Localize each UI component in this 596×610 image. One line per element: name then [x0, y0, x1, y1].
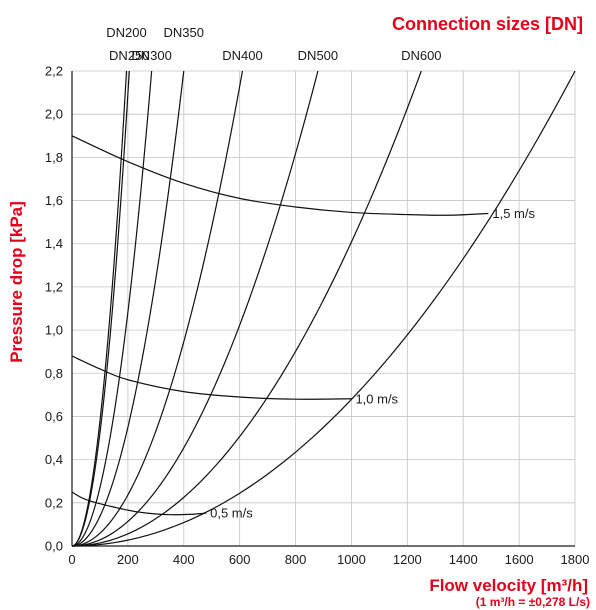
dn-label: DN500	[298, 48, 338, 63]
y-tick-label: 1,4	[45, 236, 63, 251]
y-tick-label: 1,6	[45, 193, 63, 208]
velocity-curve	[71, 135, 489, 216]
dn-label: DN350	[164, 25, 204, 40]
labels: 0 200 400 600 800 1000 1200 1400 1600 1800 0,0 0,2 0…	[45, 25, 590, 567]
x-tick-label: 400	[173, 552, 195, 567]
dn-curve	[71, 70, 185, 547]
x-tick-label: 1800	[561, 552, 590, 567]
y-tick-label: 0,2	[45, 495, 63, 510]
y-tick-label: 0,8	[45, 366, 63, 381]
velocity-curve	[71, 491, 207, 516]
x-axis-note: (1 m³/h = ±0,278 L/s)	[476, 595, 590, 609]
dn-curve	[71, 70, 153, 547]
velocity-curve	[71, 355, 352, 400]
curves	[71, 70, 576, 547]
dn-label: DN200	[106, 25, 146, 40]
dn-curve	[71, 70, 130, 547]
y-tick-label: 1,2	[45, 279, 63, 294]
y-tick-label: 0,4	[45, 452, 63, 467]
x-axis-label: Flow velocity [m³/h]	[429, 576, 588, 595]
velocity-label: 1,5 m/s	[492, 206, 535, 221]
y-tick-label: 0,6	[45, 409, 63, 424]
y-tick-label: 2,2	[45, 64, 63, 79]
x-tick-label: 800	[285, 552, 307, 567]
dn-curve	[71, 70, 422, 547]
x-tick-label: 1000	[337, 552, 366, 567]
y-tick-label: 1,0	[45, 323, 63, 338]
dn-label: DN400	[222, 48, 262, 63]
x-tick-label: 1400	[449, 552, 478, 567]
x-tick-label: 1600	[505, 552, 534, 567]
chart-title: Connection sizes [DN]	[392, 14, 583, 34]
axes	[71, 71, 575, 547]
dn-curve	[71, 70, 244, 547]
y-tick-label: 2,0	[45, 107, 63, 122]
dn-curve	[71, 70, 128, 547]
velocity-label: 1,0 m/s	[355, 391, 398, 406]
dn-label: DN300	[131, 48, 171, 63]
y-axis-label: Pressure drop [kPa]	[7, 201, 26, 363]
grid	[71, 70, 576, 547]
velocity-label: 0,5 m/s	[210, 506, 253, 521]
x-tick-label: 600	[229, 552, 251, 567]
x-tick-label: 1200	[393, 552, 422, 567]
dn-label: DN250	[109, 48, 149, 63]
dn-curve	[71, 70, 319, 547]
y-tick-label: 0,0	[45, 539, 63, 554]
x-tick-label: 200	[117, 552, 139, 567]
x-tick-label: 0	[68, 552, 75, 567]
dn-curve	[71, 70, 576, 547]
dn-label: DN600	[401, 48, 441, 63]
y-tick-label: 1,8	[45, 150, 63, 165]
